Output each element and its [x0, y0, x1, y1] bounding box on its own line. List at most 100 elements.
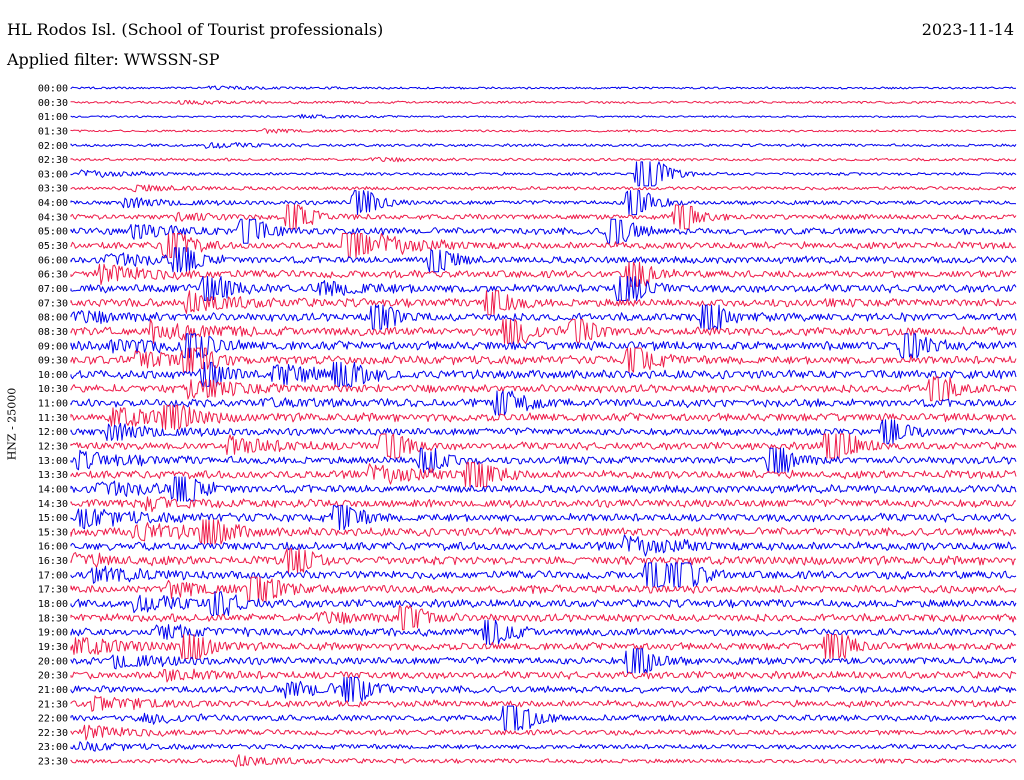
- seismic-trace-row: [70, 113, 1017, 119]
- row-time-label: 17:30: [38, 585, 68, 596]
- row-time-label: 13:00: [38, 456, 68, 467]
- row-time-label: 23:30: [38, 757, 68, 768]
- row-time-label: 19:30: [38, 642, 68, 653]
- seismic-trace-row: [70, 419, 1017, 445]
- row-time-label: 05:30: [38, 241, 68, 252]
- seismic-trace-row: [70, 156, 1017, 163]
- row-time-label: 20:00: [38, 656, 68, 667]
- seismic-trace-row: [70, 390, 1017, 416]
- seismic-trace-row: [70, 534, 1017, 557]
- seismic-trace-row: [70, 676, 1017, 702]
- seismic-trace-row: [70, 754, 1017, 768]
- seismic-trace-row: [70, 476, 1017, 502]
- record-date: 2023-11-14: [921, 20, 1014, 39]
- row-time-label: 04:30: [38, 212, 68, 223]
- seismic-trace-row: [70, 619, 1017, 645]
- seismic-trace-row: [70, 724, 1017, 741]
- seismic-trace-row: [70, 128, 1017, 134]
- row-time-label: 12:30: [38, 442, 68, 453]
- seismic-trace-row: [70, 519, 1017, 545]
- row-time-label: 20:30: [38, 671, 68, 682]
- seismic-trace-row: [70, 333, 1017, 359]
- row-time-label: 05:00: [38, 227, 68, 238]
- seismic-trace-row: [70, 361, 1017, 387]
- row-time-label: 18:30: [38, 613, 68, 624]
- row-time-label: 07:30: [38, 298, 68, 309]
- seismic-trace-row: [70, 347, 1017, 373]
- row-time-label: 02:30: [38, 155, 68, 166]
- seismic-trace-row: [70, 591, 1017, 616]
- row-time-label: 01:00: [38, 112, 68, 123]
- seismic-trace-row: [70, 705, 1017, 731]
- seismic-trace-row: [70, 648, 1017, 674]
- seismic-trace-row: [70, 433, 1017, 459]
- row-time-label: 09:30: [38, 356, 68, 367]
- row-time-label: 06:30: [38, 270, 68, 281]
- row-time-label: 18:00: [38, 599, 68, 610]
- seismic-trace-row: [70, 161, 1017, 187]
- seismic-trace-row: [70, 233, 1017, 258]
- row-time-label: 19:00: [38, 628, 68, 639]
- row-time-label: 00:30: [38, 98, 68, 109]
- station-title: HL Rodos Isl. (School of Tourist profess…: [7, 20, 384, 39]
- row-time-label: 14:00: [38, 484, 68, 495]
- row-time-label: 14:30: [38, 499, 68, 510]
- seismic-trace-row: [70, 85, 1017, 91]
- seismic-trace-row: [70, 247, 1017, 273]
- seismic-trace-row: [70, 304, 1017, 330]
- filter-label: Applied filter: WWSSN-SP: [7, 50, 220, 69]
- seismic-trace-row: [70, 447, 1017, 473]
- row-time-label: 04:00: [38, 198, 68, 209]
- row-time-label: 12:00: [38, 427, 68, 438]
- row-time-label: 09:00: [38, 341, 68, 352]
- seismic-trace-row: [70, 184, 1017, 193]
- row-time-label: 03:30: [38, 184, 68, 195]
- seismic-trace-row: [70, 634, 1017, 659]
- seismic-trace-row: [70, 276, 1017, 301]
- row-time-label: 22:30: [38, 728, 68, 739]
- seismic-trace-row: [70, 462, 1017, 488]
- seismic-trace-row: [70, 318, 1017, 344]
- row-time-label: 03:00: [38, 169, 68, 180]
- seismic-trace-row: [70, 741, 1017, 752]
- row-time-label: 16:00: [38, 542, 68, 553]
- seismic-trace-row: [70, 562, 1017, 588]
- row-time-label: 21:00: [38, 685, 68, 696]
- seismic-trace-row: [70, 668, 1017, 683]
- seismic-trace-row: [70, 190, 1017, 216]
- row-time-label: 11:00: [38, 399, 68, 410]
- row-time-label: 11:30: [38, 413, 68, 424]
- seismic-trace-row: [70, 290, 1017, 316]
- row-time-label: 08:30: [38, 327, 68, 338]
- row-time-label: 22:00: [38, 714, 68, 725]
- seismic-trace-row: [70, 548, 1016, 574]
- row-time-label: 08:00: [38, 313, 68, 324]
- row-time-label: 17:00: [38, 570, 68, 581]
- row-time-label: 01:30: [38, 126, 68, 137]
- seismic-trace-row: [70, 605, 1017, 631]
- row-time-label: 07:00: [38, 284, 68, 295]
- row-time-label: 21:30: [38, 699, 68, 710]
- seismic-trace-row: [70, 218, 1017, 244]
- seismic-trace-row: [70, 404, 1017, 430]
- seismic-trace-row: [70, 695, 1017, 712]
- row-time-label: 10:30: [38, 384, 68, 395]
- seismic-trace-row: [70, 261, 1017, 287]
- seismic-trace-row: [70, 505, 1017, 531]
- row-time-label: 15:00: [38, 513, 68, 524]
- seismic-trace-row: [70, 576, 1017, 602]
- seismic-trace-row: [70, 142, 1017, 149]
- seismic-trace-row: [70, 99, 1017, 105]
- trace-rows: 00:00 00:30 01:00 01:30 02:00 02:30 03:00 03:30…: [38, 84, 1017, 768]
- row-time-label: 10:00: [38, 370, 68, 381]
- row-time-label: 13:30: [38, 470, 68, 481]
- row-time-label: 16:30: [38, 556, 68, 567]
- row-time-label: 02:00: [38, 141, 68, 152]
- seismic-trace-row: [70, 376, 1017, 402]
- row-time-label: 06:00: [38, 255, 68, 266]
- seismic-trace-row: [70, 204, 1017, 230]
- row-time-label: 15:30: [38, 527, 68, 538]
- seismic-trace-row: [70, 496, 1017, 513]
- row-time-label: 00:00: [38, 84, 68, 95]
